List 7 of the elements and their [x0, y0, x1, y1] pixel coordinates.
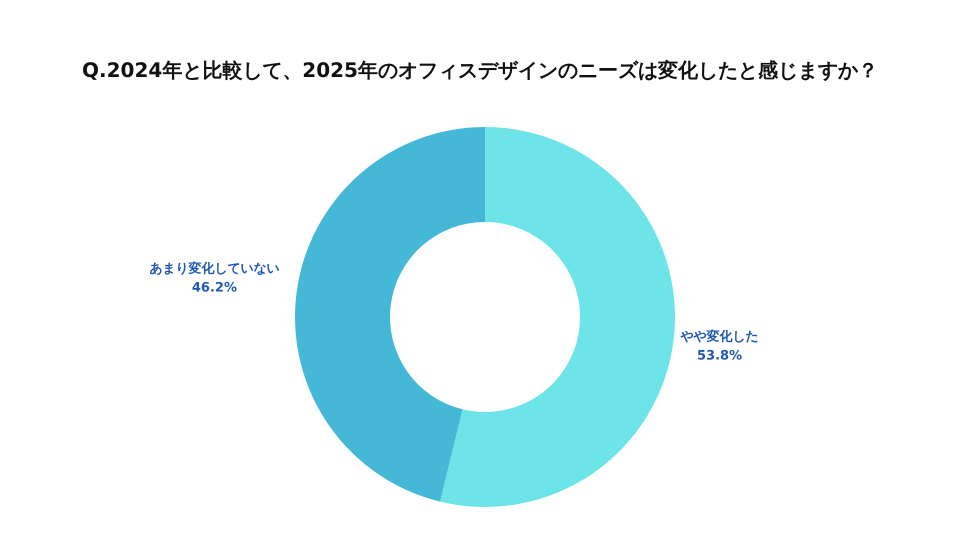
donut-slice — [295, 127, 485, 502]
donut-slice — [440, 127, 675, 507]
chart-title: Q.2024年と比較して、2025年のオフィスデザインのニーズは変化したと感じますか？ — [81, 57, 879, 84]
data-label: 46.2% — [192, 280, 237, 295]
slice-label: やや変化した — [680, 328, 759, 344]
slice-label: あまり変化していない — [149, 260, 280, 276]
data-label: 53.8% — [697, 348, 742, 363]
